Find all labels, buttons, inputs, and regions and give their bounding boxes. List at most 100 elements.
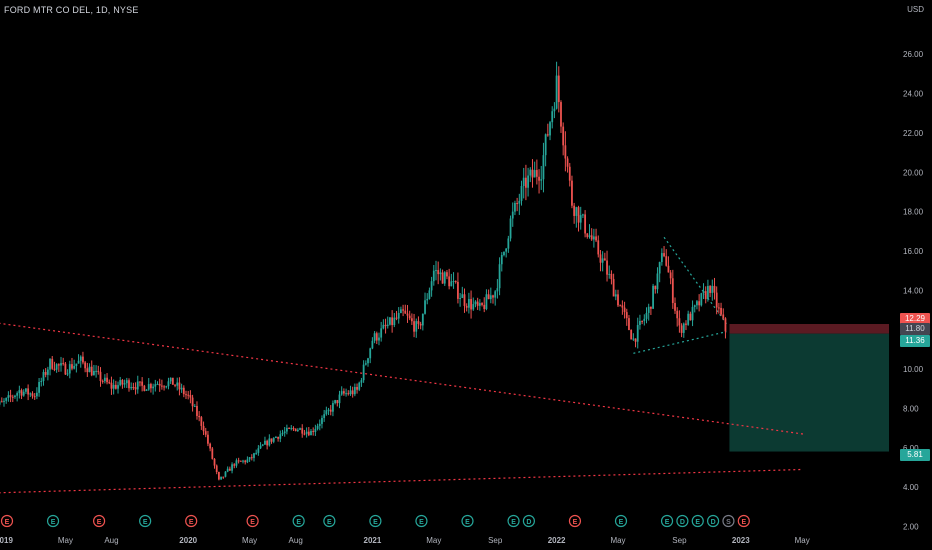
- candle-body: [200, 417, 203, 426]
- candle-body: [220, 476, 222, 480]
- candle-body: [715, 292, 718, 308]
- candle-body: [125, 380, 128, 384]
- candle-body: [446, 272, 448, 277]
- candle-body: [171, 377, 174, 385]
- candle-body: [592, 236, 595, 240]
- event-marker-label: E: [97, 519, 102, 526]
- candle-body: [288, 428, 290, 430]
- candle-body: [428, 290, 431, 299]
- candle-body: [443, 272, 446, 284]
- candle-body: [707, 286, 709, 300]
- candle-body: [511, 211, 514, 219]
- event-marker-label: E: [5, 519, 10, 526]
- candle-body: [380, 328, 383, 338]
- candle-body: [143, 385, 146, 391]
- candle-body: [209, 443, 212, 449]
- candle-body: [237, 460, 240, 462]
- candle-body: [77, 360, 80, 364]
- candle-body: [514, 203, 516, 212]
- candle-body: [356, 387, 358, 390]
- candle-body: [193, 405, 196, 407]
- candle-body: [590, 235, 593, 240]
- candle-body: [353, 387, 356, 395]
- candle-body: [711, 285, 714, 293]
- candle-body: [75, 363, 78, 367]
- candle-body: [608, 273, 611, 275]
- currency-label: USD: [907, 5, 924, 14]
- candle-body: [389, 317, 391, 325]
- candle-body: [121, 380, 124, 385]
- candle-body: [180, 387, 183, 390]
- candle-body: [64, 363, 67, 375]
- candle-body: [660, 253, 663, 263]
- candle-body: [156, 383, 159, 385]
- candle-body: [119, 380, 122, 386]
- event-marker-icon: [139, 514, 152, 528]
- candle-body: [516, 203, 519, 205]
- candle-body: [292, 428, 295, 430]
- event-marker-label: E: [51, 519, 56, 526]
- candle-body: [586, 233, 589, 237]
- candle-body: [360, 380, 363, 383]
- candle-body: [228, 468, 231, 471]
- candle-body: [257, 448, 260, 453]
- candle-body: [158, 383, 161, 386]
- candle-body: [597, 240, 600, 255]
- candle-body: [40, 381, 43, 383]
- candle-body: [5, 398, 8, 401]
- x-tick-label: May: [58, 536, 73, 545]
- candle-body: [239, 460, 242, 462]
- candle-body: [439, 272, 442, 275]
- candle-body: [264, 440, 266, 445]
- candle-body: [130, 387, 133, 389]
- candle-body: [435, 270, 437, 272]
- candle-body: [279, 434, 282, 439]
- candle-body: [182, 387, 185, 395]
- candle-body: [332, 403, 334, 412]
- candle-body: [123, 383, 126, 385]
- candle-body: [410, 318, 413, 322]
- x-tick-label: May: [795, 536, 810, 545]
- candle-body: [60, 363, 62, 366]
- x-tick-label: 2021: [364, 536, 382, 545]
- candle-body: [31, 393, 34, 397]
- candle-body: [441, 272, 444, 284]
- current-price-badge: 11.36: [900, 335, 930, 347]
- candle-body: [693, 305, 696, 307]
- candle-body: [318, 423, 321, 426]
- candle-body: [163, 386, 165, 388]
- candle-body: [367, 358, 369, 364]
- x-tick-label: May: [426, 536, 441, 545]
- x-tick-label: Aug: [289, 536, 303, 545]
- x-tick-label: May: [610, 536, 625, 545]
- candle-body: [564, 145, 567, 159]
- candle-body: [647, 306, 650, 313]
- event-marker-icon: [461, 514, 474, 528]
- event-marker-icon: [737, 514, 750, 528]
- candle-body: [551, 111, 554, 123]
- candle-body: [255, 452, 258, 454]
- candle-body: [345, 393, 347, 395]
- candle-body: [520, 186, 523, 201]
- candle-body: [402, 309, 404, 311]
- candle-body: [38, 382, 40, 393]
- event-marker-icon: [292, 514, 305, 528]
- target-price-badge: 5.81: [900, 449, 930, 461]
- candle-body: [16, 393, 19, 396]
- candle-body: [277, 436, 280, 439]
- candle-body: [538, 176, 540, 181]
- x-tick-label: Aug: [104, 536, 118, 545]
- candle-body: [270, 438, 273, 442]
- candle-body: [167, 381, 170, 387]
- event-marker-label: D: [526, 519, 531, 526]
- event-marker-label: S: [726, 519, 731, 526]
- candle-body: [310, 430, 312, 436]
- event-marker-label: E: [143, 519, 148, 526]
- candle-body: [417, 321, 420, 324]
- candle-body: [281, 433, 284, 435]
- event-marker-label: D: [680, 519, 685, 526]
- candle-body: [382, 324, 385, 329]
- candle-body: [669, 272, 672, 279]
- candle-body: [134, 387, 137, 390]
